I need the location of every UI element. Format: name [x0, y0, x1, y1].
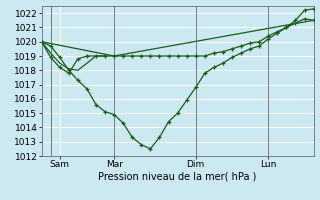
X-axis label: Pression niveau de la mer( hPa ): Pression niveau de la mer( hPa ): [99, 172, 257, 182]
